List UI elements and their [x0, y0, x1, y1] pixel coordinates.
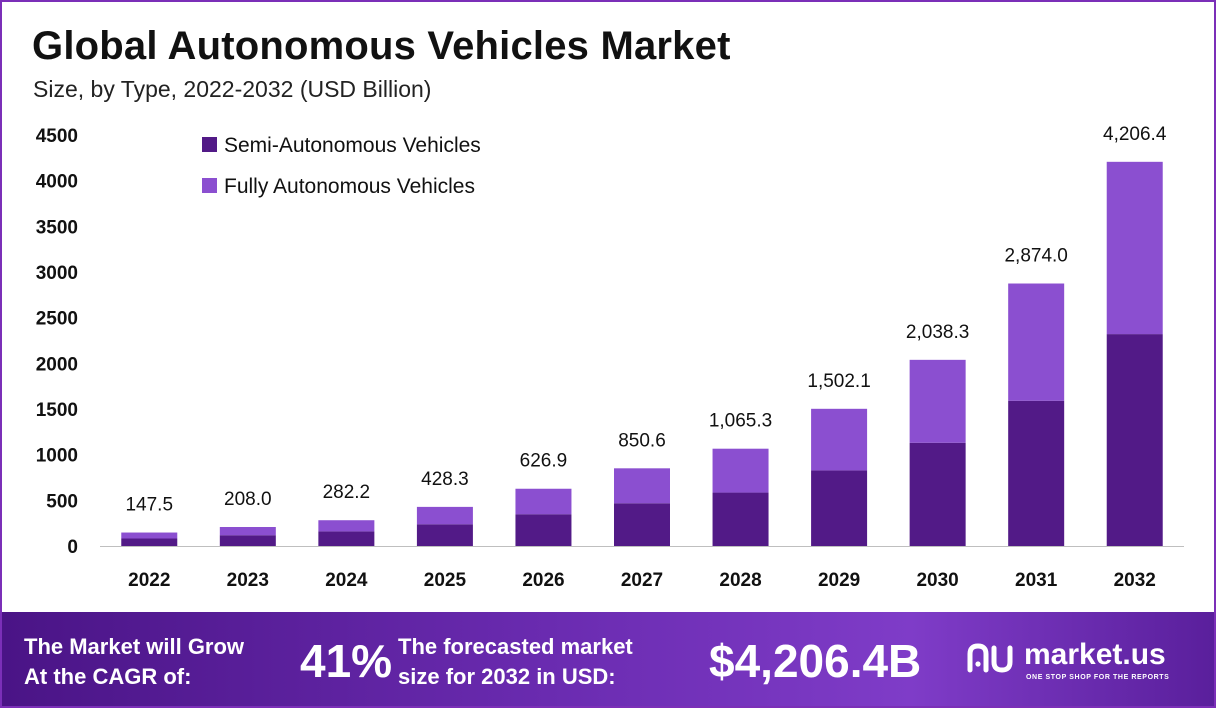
y-tick-label: 4000	[36, 172, 78, 193]
x-tick-label: 2027	[621, 570, 663, 591]
bar-semi-autonomous	[416, 524, 473, 546]
x-tick-label: 2031	[1015, 570, 1058, 591]
bar-semi-autonomous	[712, 492, 769, 546]
market-us-logo[interactable]: market.us ONE STOP SHOP FOR THE REPORTS	[966, 638, 1206, 698]
summary-banner: The Market will Grow At the CAGR of: 41%…	[2, 612, 1214, 706]
logo-name: market.us	[1024, 638, 1166, 671]
x-tick-label: 2032	[1114, 570, 1156, 591]
legend-swatch	[202, 137, 217, 152]
bar-total-label: 4,206.4	[1103, 124, 1167, 145]
bar-semi-autonomous	[614, 503, 670, 546]
chart-subtitle: Size, by Type, 2022-2032 (USD Billion)	[33, 76, 432, 102]
bar-total-label: 850.6	[618, 430, 666, 451]
bar-fully-autonomous	[909, 359, 966, 443]
y-tick-label: 4500	[36, 126, 78, 147]
forecast-value: $4,206.4B	[709, 635, 922, 687]
bar-fully-autonomous	[614, 468, 670, 504]
bar-semi-autonomous	[909, 442, 966, 546]
x-tick-label: 2029	[818, 570, 860, 591]
bar-semi-autonomous	[515, 514, 572, 546]
bar-fully-autonomous	[219, 527, 276, 536]
bar-semi-autonomous	[1106, 334, 1163, 546]
y-tick-label: 1000	[36, 446, 78, 467]
bar-semi-autonomous	[219, 535, 276, 546]
bar-fully-autonomous	[712, 448, 769, 493]
bar-fully-autonomous	[811, 408, 868, 471]
legend-label: Semi-Autonomous Vehicles	[224, 134, 481, 157]
x-tick-label: 2024	[325, 570, 368, 591]
x-tick-label: 2025	[424, 570, 467, 591]
y-tick-label: 2500	[36, 309, 78, 330]
forecast-label-line2: size for 2032 in USD:	[398, 664, 616, 689]
bar-semi-autonomous	[318, 531, 375, 546]
bar-semi-autonomous	[121, 538, 178, 546]
y-tick-label: 2000	[36, 354, 78, 375]
x-tick-label: 2030	[916, 570, 958, 591]
bar-total-label: 147.5	[125, 495, 173, 516]
x-tick-label: 2026	[522, 570, 564, 591]
bar-total-label: 282.2	[323, 482, 371, 503]
forecast-label-line1: The forecasted market	[398, 634, 633, 659]
bar-fully-autonomous	[515, 488, 572, 515]
chart-title: Global Autonomous Vehicles Market	[32, 24, 731, 68]
bar-semi-autonomous	[1008, 400, 1065, 546]
bar-semi-autonomous	[811, 470, 868, 546]
cagr-label-line2: At the CAGR of:	[24, 664, 192, 689]
bar-fully-autonomous	[1106, 161, 1163, 335]
legend-label: Fully Autonomous Vehicles	[224, 175, 475, 198]
bar-total-label: 1,065.3	[709, 411, 772, 432]
bar-fully-autonomous	[416, 506, 473, 525]
market-us-logo-icon	[967, 643, 1013, 673]
bar-total-label: 1,502.1	[807, 371, 870, 392]
x-tick-label: 2028	[719, 570, 761, 591]
y-tick-label: 500	[46, 491, 78, 512]
y-tick-label: 3500	[36, 217, 78, 238]
bar-total-label: 626.9	[520, 451, 568, 472]
y-tick-label: 0	[67, 537, 78, 558]
legend-swatch	[202, 178, 217, 193]
bar-fully-autonomous	[121, 532, 178, 539]
stacked-bar-chart: 0 500 1000 1500 2000 2500 3000 3500 4000 4500 147.…	[36, 124, 1184, 591]
bar-total-label: 2,874.0	[1004, 246, 1067, 267]
cagr-value: 41%	[300, 635, 393, 687]
x-tick-label: 2022	[128, 570, 170, 591]
bar-total-label: 428.3	[421, 469, 469, 490]
bar-fully-autonomous	[1008, 283, 1065, 401]
bar-total-label: 208.0	[224, 489, 272, 510]
bar-fully-autonomous	[318, 520, 375, 532]
y-tick-label: 3000	[36, 263, 78, 284]
x-tick-label: 2023	[227, 570, 269, 591]
cagr-label-line1: The Market will Grow	[24, 634, 245, 659]
y-tick-label: 1500	[36, 400, 78, 421]
logo-tagline: ONE STOP SHOP FOR THE REPORTS	[1026, 674, 1170, 681]
bar-total-label: 2,038.3	[906, 322, 969, 343]
